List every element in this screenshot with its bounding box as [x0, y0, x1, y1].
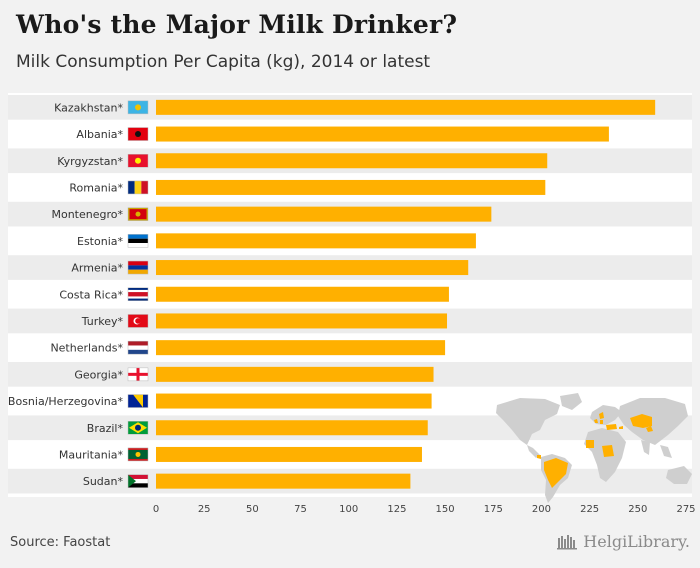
- x-tick-label: 150: [436, 504, 455, 515]
- category-label: Estonia*: [77, 235, 123, 248]
- x-tick-label: 250: [628, 504, 647, 515]
- category-label: Georgia*: [74, 368, 123, 381]
- category-label: Kyrgyzstan*: [57, 155, 123, 168]
- bar-turkey[interactable]: [156, 313, 448, 329]
- category-label: Kazakhstan*: [54, 101, 123, 114]
- bar-kazakhstan[interactable]: [156, 99, 656, 115]
- category-label: Costa Rica*: [59, 288, 123, 301]
- row-stripes: [8, 95, 692, 494]
- helgi-library-logo[interactable]: HelgiLibrary.: [557, 532, 690, 551]
- category-label: Romania*: [69, 181, 123, 194]
- library-icon: [557, 534, 578, 549]
- costa-rica-flag-icon: [127, 287, 149, 301]
- bars: [156, 99, 656, 489]
- flag-icons: [127, 100, 149, 488]
- kyrgyzstan-flag-icon: [127, 154, 149, 168]
- x-tick-label: 100: [339, 504, 358, 515]
- bar-romania[interactable]: [156, 179, 546, 195]
- category-label: Brazil*: [87, 422, 124, 435]
- logo-text: HelgiLibrary.: [583, 532, 690, 551]
- x-tick-label: 275: [676, 504, 695, 515]
- bar-bosniaherzegovina[interactable]: [156, 393, 432, 409]
- category-label: Armenia*: [71, 262, 123, 275]
- bar-sudan[interactable]: [156, 473, 411, 489]
- bar-brazil[interactable]: [156, 420, 428, 436]
- bar-mauritania[interactable]: [156, 446, 422, 462]
- georgia-flag-icon: [127, 367, 149, 382]
- chart-subtitle: Milk Consumption Per Capita (kg), 2014 o…: [16, 52, 431, 72]
- albania-flag-icon: [127, 127, 149, 141]
- category-label: Sudan*: [83, 475, 124, 488]
- x-tick-label: 200: [532, 504, 551, 515]
- category-label: Montenegro*: [51, 208, 123, 221]
- category-label: Turkey*: [81, 315, 124, 328]
- x-tick-label: 25: [198, 504, 211, 515]
- category-label: Bosnia/Herzegovina*: [8, 395, 124, 408]
- bar-albania[interactable]: [156, 126, 609, 142]
- x-tick-label: 175: [484, 504, 503, 515]
- category-label: Albania*: [76, 128, 123, 141]
- x-axis-ticks: 0 25 50 75 100 125 150 175 200 225 250 275: [153, 504, 696, 515]
- category-labels: Kazakhstan* Albania* Kyrgyzstan* Romania* Mo…: [8, 101, 124, 488]
- category-label: Mauritania*: [59, 448, 124, 461]
- bar-armenia[interactable]: [156, 260, 469, 276]
- sudan-flag-icon: [127, 474, 149, 488]
- bar-kyrgyzstan[interactable]: [156, 153, 548, 169]
- bar-estonia[interactable]: [156, 233, 476, 249]
- bar-montenegro[interactable]: [156, 206, 492, 222]
- romania-flag-icon: [127, 180, 149, 195]
- x-tick-label: 225: [580, 504, 599, 515]
- estonia-flag-icon: [127, 234, 149, 248]
- brazil-flag-icon: [127, 421, 149, 435]
- chart-title: Who's the Major Milk Drinker?: [16, 10, 458, 39]
- category-label: Netherlands*: [50, 342, 123, 355]
- x-tick-label: 75: [294, 504, 307, 515]
- world-map-icon: [496, 393, 692, 503]
- source-note: Source: Faostat: [10, 535, 111, 550]
- x-tick-label: 0: [153, 504, 159, 515]
- kazakhstan-flag-icon: [127, 100, 149, 115]
- bosnia-herzegovina-flag-icon: [127, 394, 149, 408]
- turkey-flag-icon: [127, 314, 149, 328]
- bar-georgia[interactable]: [156, 366, 434, 382]
- x-tick-label: 125: [387, 504, 406, 515]
- x-tick-label: 50: [246, 504, 259, 515]
- armenia-flag-icon: [127, 260, 149, 275]
- bar-costarica[interactable]: [156, 286, 449, 302]
- netherlands-flag-icon: [127, 340, 149, 355]
- bar-netherlands[interactable]: [156, 340, 446, 356]
- montenegro-flag-icon: [127, 207, 149, 221]
- mauritania-flag-icon: [127, 447, 149, 462]
